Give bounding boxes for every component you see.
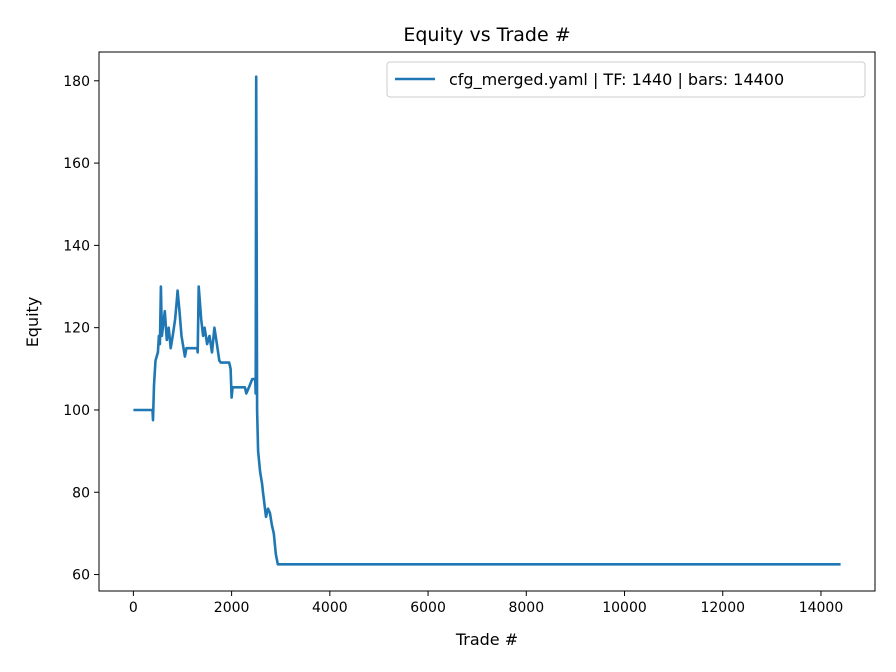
x-tick-label: 4000 (312, 600, 348, 616)
y-axis-label: Equity (23, 297, 42, 348)
y-tick-label: 160 (63, 156, 90, 172)
plot-frame (98, 51, 876, 592)
chart-title: Equity vs Trade # (403, 24, 570, 46)
x-tick-label: 0 (129, 600, 138, 616)
y-tick-label: 120 (63, 321, 90, 337)
legend: cfg_merged.yaml | TF: 1440 | bars: 14400 (386, 61, 866, 98)
y-tick-label: 80 (72, 485, 90, 501)
y-tick-label: 60 (72, 568, 90, 584)
x-tick-label: 10000 (602, 600, 647, 616)
legend-box (386, 61, 866, 98)
x-tick-label: 8000 (508, 600, 544, 616)
x-tick-label: 14000 (799, 600, 844, 616)
x-tick-label: 2000 (214, 600, 250, 616)
y-tick-label: 140 (63, 238, 90, 254)
x-axis-label: Trade # (455, 630, 518, 649)
y-tick-label: 180 (63, 74, 90, 90)
x-tick-label: 6000 (410, 600, 446, 616)
equity-series-line (133, 75, 841, 566)
legend-label: cfg_merged.yaml | TF: 1440 | bars: 14400 (449, 70, 784, 90)
x-tick-label: 12000 (700, 600, 745, 616)
y-tick-label: 100 (63, 403, 90, 419)
